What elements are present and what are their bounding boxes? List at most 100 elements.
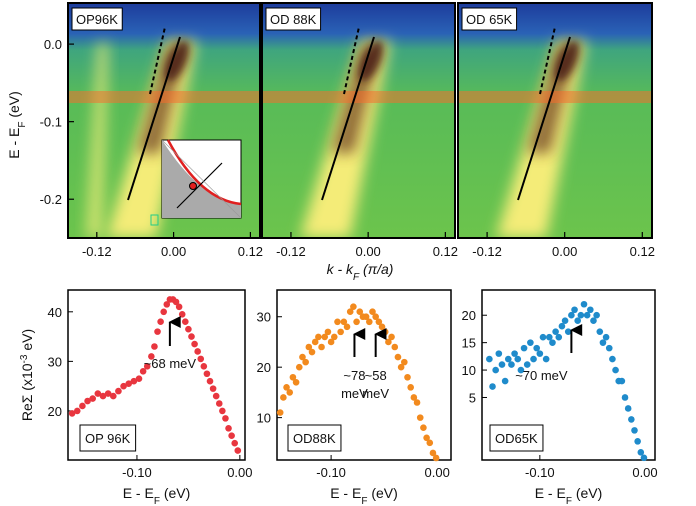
data-point [337,328,344,336]
inset [161,139,242,219]
x-tick-label: 0.00 [227,465,252,480]
data-point [324,328,332,336]
data-point [527,339,534,346]
y-tick-label: 30 [257,310,271,325]
data-point [99,392,107,400]
y-axis-label-part: (eV) [6,91,22,121]
data-point [542,355,550,363]
data-point [194,348,201,355]
data-point [350,303,357,310]
data-point [197,355,205,363]
inset-fill [162,140,241,218]
x-axis-label: E - EF (eV) [535,485,603,506]
data-point [215,400,223,407]
data-point [492,366,499,374]
x-axis-label-part: F [361,496,367,506]
annotation: meV [362,386,389,401]
data-point [555,333,563,341]
x-axis-label: k - kF (π/a) [327,261,394,283]
data-point [577,311,585,319]
data-point [511,350,518,357]
data-point [536,350,544,357]
y-tick-label: 40 [48,305,62,320]
inset-fs [166,139,242,206]
annotation: ~68 meV [144,356,197,371]
data-point [640,454,648,462]
spectral-peak [358,40,384,82]
data-point [410,394,418,401]
data-point [372,313,379,321]
x-tick-label: -0.10 [525,465,555,480]
data-point [624,405,632,412]
x-tick-label: 0.00 [425,465,450,480]
y-tick-label: 20 [257,360,271,375]
data-point [188,333,195,340]
data-point [305,343,313,351]
annotation: ~58 [365,368,387,383]
data-point [286,389,294,396]
data-point [391,343,399,351]
x-axis-label-part: k - k [327,261,354,277]
y-tick-label: -0.2 [40,192,62,207]
data-point [369,308,376,315]
y-axis-label: ReΣ (x10-3 eV) [19,329,36,421]
data-point [568,311,575,319]
mdc-dashed [539,26,556,95]
y-axis-label: E - EF (eV) [6,91,28,159]
data-point [539,333,547,341]
energy-band [262,91,455,103]
data-point [115,387,122,395]
data-point [609,355,616,363]
y-tick-label: 10 [462,363,476,378]
y-tick-label: 20 [462,308,476,323]
inset-dot [189,182,197,190]
data-point [523,361,531,368]
panel-label-box [71,7,123,31]
x-tick-label: 0.12 [238,244,263,259]
data-point [426,439,434,447]
data-point [234,447,242,454]
data-point [602,333,610,341]
panel-label: OP 96K [85,431,131,446]
spectral-peak [164,40,190,82]
data-point [612,366,619,374]
data-point [276,409,284,416]
data-point [73,407,81,415]
data-point [222,415,229,422]
energy-band [458,91,652,103]
data-point [549,339,556,346]
inset-small [150,214,159,226]
y-tick-label: 0.0 [44,37,62,52]
data-point [552,328,559,335]
data-point [346,308,354,315]
data-point [590,317,597,325]
data-point [628,416,635,423]
plot-frame [276,289,452,461]
data-point [231,439,239,447]
y-tick-label: 10 [257,411,271,426]
panel-label: OD 88K [270,12,317,27]
panel-label: OP96K [76,12,118,27]
x-tick-label: -0.10 [316,465,346,480]
map-panel [262,3,455,238]
data-point [501,377,509,385]
data-point [280,394,287,401]
panel-label-box [489,424,544,452]
y-axis-label-part: eV) [19,329,35,355]
plot-frame [481,289,656,461]
data-point [634,438,641,445]
data-point [175,303,183,311]
y-axis-label-part: ReΣ (x10 [19,363,35,421]
y-tick-label: -0.1 [40,115,62,130]
data-point [283,384,290,391]
data-point [546,333,553,341]
x-axis-label-part: (eV) [160,485,190,501]
data-point [631,427,638,434]
x-axis-label-part: F [154,496,160,506]
x-tick-label: 0.00 [632,465,657,480]
data-point [109,392,117,400]
data-point [79,402,86,410]
data-point [120,382,127,390]
data-point [315,333,322,341]
data-point [394,353,402,361]
